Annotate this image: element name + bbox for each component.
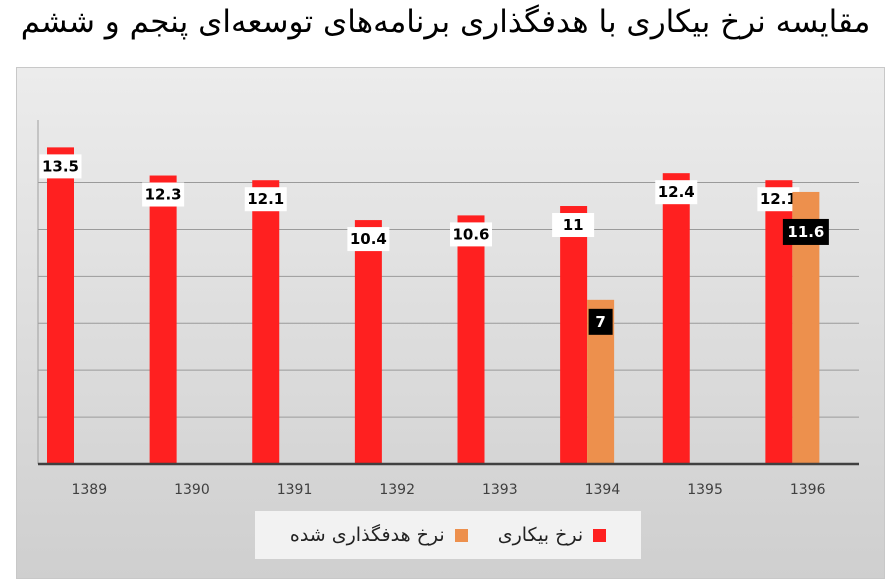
data-label-unemployment: 12.3 [145, 186, 182, 204]
legend-swatch-unemployment [593, 528, 607, 542]
x-tick-label: 1389 [71, 482, 107, 498]
bar-unemployment [457, 215, 485, 464]
data-label-unemployment: 10.4 [350, 230, 387, 248]
legend-swatch-target [454, 528, 468, 542]
data-label-box-target [782, 218, 829, 245]
data-label-box [552, 213, 595, 238]
x-tick-label: 1390 [174, 482, 210, 498]
x-tick-label: 1395 [687, 482, 723, 498]
data-label-unemployment: 11 [563, 216, 584, 234]
legend: نرخ بیکاری نرخ هدفگذاری شده [255, 511, 641, 559]
x-tick-label: 1392 [379, 482, 415, 498]
data-label-unemployment: 10.6 [452, 225, 489, 243]
data-label-target: 7 [595, 313, 605, 331]
data-label-box [142, 182, 185, 207]
x-tick-label: 1393 [482, 482, 518, 498]
data-label-box [347, 227, 390, 252]
data-label-box [244, 187, 287, 212]
data-label-unemployment: 12.1 [760, 190, 797, 208]
bar-unemployment [149, 175, 177, 464]
bar-unemployment [47, 147, 74, 465]
x-tick-label: 1396 [790, 482, 826, 498]
bar-unemployment [354, 220, 382, 464]
data-label-box [450, 222, 492, 247]
data-label-unemployment: 12.1 [247, 190, 284, 208]
data-label-box-target [588, 308, 613, 335]
bar-unemployment [560, 206, 588, 464]
bar-unemployment [252, 180, 280, 464]
x-tick-label: 1394 [585, 482, 621, 498]
data-label-box [39, 154, 82, 179]
chart-title: مقایسه نرخ بیکاری با هدفگذاری برنامه‌های… [20, 4, 871, 40]
bar-unemployment [662, 173, 690, 464]
x-tick-label: 1391 [277, 482, 313, 498]
legend-label-target: نرخ هدفگذاری شده [289, 524, 445, 546]
legend-label-unemployment: نرخ بیکاری [497, 524, 584, 546]
legend-item-unemployment: نرخ بیکاری [497, 524, 607, 546]
data-label-unemployment: 13.5 [42, 157, 79, 175]
data-label-box [655, 180, 698, 205]
data-label-target: 11.6 [787, 223, 824, 241]
legend-item-target: نرخ هدفگذاری شده [290, 524, 468, 546]
data-label-unemployment: 12.4 [658, 183, 695, 201]
